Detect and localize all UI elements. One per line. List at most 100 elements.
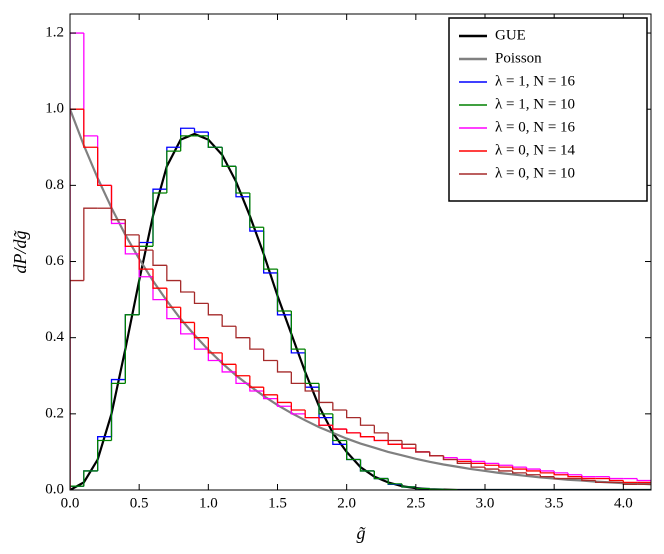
x-axis-label: g̃ (357, 523, 367, 543)
histogram-step (124, 314, 140, 384)
legend-label: λ = 1, N = 16 (495, 73, 576, 89)
histogram-step (180, 280, 195, 293)
legend-label: λ = 1, N = 10 (495, 96, 575, 112)
histogram-step (539, 469, 555, 472)
histogram-step (263, 349, 278, 362)
legend-label: λ = 0, N = 14 (495, 142, 576, 158)
histogram-step (373, 425, 389, 434)
histogram-step (484, 463, 499, 466)
histogram-step (193, 322, 209, 339)
histogram-step (387, 478, 402, 485)
histogram-step (318, 417, 333, 426)
histogram-step (249, 192, 264, 228)
histogram-step (249, 375, 264, 388)
legend-label: λ = 0, N = 16 (495, 119, 576, 135)
plot (70, 32, 651, 490)
histogram-step (97, 135, 112, 187)
histogram-step (567, 472, 582, 476)
histogram-step (97, 147, 112, 187)
histogram-step (539, 470, 555, 474)
histogram-step (456, 459, 472, 464)
histogram-step (498, 463, 513, 466)
histogram-step (346, 429, 361, 434)
histogram-step (525, 472, 541, 476)
histogram-step (180, 318, 195, 335)
histogram-step (304, 383, 319, 392)
histogram-step (512, 465, 527, 468)
histogram-step (553, 470, 568, 474)
x-tick-label: 2.0 (337, 495, 356, 511)
histogram-step (152, 192, 167, 247)
histogram-step (346, 440, 361, 461)
histogram-step (290, 371, 306, 385)
histogram-step (359, 432, 375, 438)
histogram-step (484, 467, 499, 470)
histogram-step (166, 150, 181, 193)
histogram-step (539, 474, 555, 478)
legend-label: λ = 0, N = 10 (495, 165, 575, 181)
histogram-step (304, 352, 319, 388)
x-tick-label: 4.0 (614, 495, 633, 511)
histogram-step (221, 147, 236, 167)
histogram-step (70, 108, 84, 490)
histogram-step (235, 166, 250, 194)
histogram-step (263, 227, 278, 270)
histogram-step (70, 279, 84, 490)
histogram-step (110, 382, 126, 441)
histogram-step (581, 474, 596, 478)
histogram-step (401, 444, 416, 449)
histogram-step (83, 33, 98, 137)
histogram-step (276, 272, 292, 316)
y-tick-label: 1.0 (45, 101, 64, 117)
histogram-step (512, 467, 527, 470)
histogram-step (83, 207, 98, 281)
histogram-step (207, 303, 223, 316)
histogram-step (373, 470, 389, 480)
histogram-step (553, 476, 568, 480)
histogram-step (470, 463, 485, 468)
y-tick-label: 0.6 (45, 253, 64, 269)
histogram-step (401, 483, 416, 488)
y-tick-label: 1.2 (45, 24, 64, 40)
histogram-step (581, 478, 596, 482)
histogram-step (193, 333, 209, 350)
histogram-step (138, 246, 153, 270)
x-tick-label: 3.5 (545, 495, 564, 511)
histogram-step (83, 109, 98, 148)
histogram-step (276, 360, 292, 373)
histogram-step (276, 269, 292, 312)
histogram-step (138, 245, 153, 315)
histogram-step (235, 166, 250, 198)
histogram-step (332, 402, 347, 411)
histogram-step (498, 469, 513, 472)
histogram-step (304, 410, 319, 419)
histogram-step (318, 390, 333, 404)
histogram-step (401, 440, 416, 445)
histogram-step (207, 132, 223, 148)
histogram-step (512, 470, 527, 474)
histogram-step (70, 485, 84, 490)
histogram-step (276, 394, 292, 404)
y-tick-label: 0.4 (45, 329, 64, 345)
histogram-step (193, 128, 209, 133)
histogram-step (456, 457, 472, 461)
histogram-step (608, 478, 624, 482)
y-tick-label: 0.2 (45, 405, 64, 421)
histogram-step (484, 461, 499, 464)
histogram-step (429, 451, 444, 457)
histogram-step (442, 455, 458, 459)
histogram-step (359, 459, 375, 472)
legend-box (448, 17, 648, 202)
histogram-step (290, 314, 306, 354)
histogram-step (415, 444, 430, 453)
histogram-step (124, 219, 140, 236)
x-tick-label: 2.5 (406, 495, 425, 511)
y-axis-label: dP/dg̃ (10, 230, 30, 274)
histogram-step (138, 234, 153, 251)
histogram-step (429, 488, 444, 490)
histogram-step (207, 337, 223, 354)
histogram-step (110, 208, 126, 221)
histogram-step (263, 387, 278, 396)
histogram-step (263, 231, 278, 274)
